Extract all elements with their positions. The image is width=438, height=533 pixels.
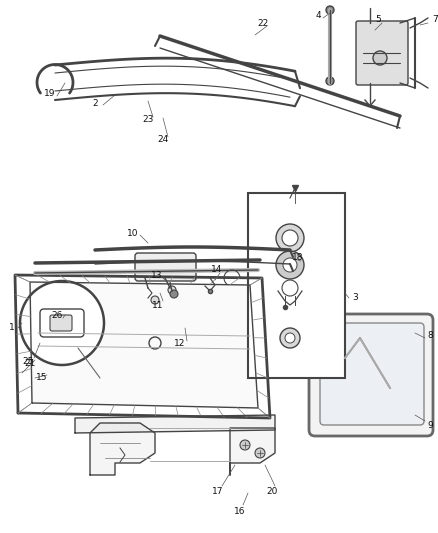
Text: 25: 25 bbox=[22, 357, 34, 366]
Text: 19: 19 bbox=[44, 88, 56, 98]
Circle shape bbox=[255, 448, 265, 458]
Text: 3: 3 bbox=[352, 294, 358, 303]
Circle shape bbox=[285, 333, 295, 343]
Text: 18: 18 bbox=[292, 254, 304, 262]
Circle shape bbox=[20, 281, 104, 365]
FancyBboxPatch shape bbox=[320, 323, 424, 425]
Circle shape bbox=[276, 224, 304, 252]
Bar bbox=[248, 193, 345, 378]
Circle shape bbox=[170, 290, 178, 298]
Text: 24: 24 bbox=[157, 135, 169, 144]
Text: 26: 26 bbox=[51, 311, 63, 319]
FancyBboxPatch shape bbox=[40, 309, 84, 337]
Text: 9: 9 bbox=[427, 421, 433, 430]
Text: 2: 2 bbox=[92, 99, 98, 108]
Circle shape bbox=[326, 6, 334, 14]
Polygon shape bbox=[90, 423, 155, 475]
Text: 13: 13 bbox=[151, 271, 163, 279]
Text: 8: 8 bbox=[427, 330, 433, 340]
Circle shape bbox=[168, 286, 176, 294]
Text: 14: 14 bbox=[211, 265, 223, 274]
FancyBboxPatch shape bbox=[135, 253, 196, 281]
Circle shape bbox=[240, 440, 250, 450]
Circle shape bbox=[283, 258, 297, 272]
Text: 11: 11 bbox=[152, 301, 164, 310]
Polygon shape bbox=[75, 415, 275, 433]
FancyBboxPatch shape bbox=[356, 21, 408, 85]
Circle shape bbox=[151, 296, 159, 304]
Text: 20: 20 bbox=[266, 487, 278, 496]
Text: 16: 16 bbox=[234, 506, 246, 515]
Text: 15: 15 bbox=[36, 374, 48, 383]
FancyBboxPatch shape bbox=[309, 314, 433, 436]
Circle shape bbox=[282, 230, 298, 246]
Text: 22: 22 bbox=[258, 19, 268, 28]
Text: 4: 4 bbox=[315, 11, 321, 20]
Text: 10: 10 bbox=[127, 229, 139, 238]
Circle shape bbox=[326, 77, 334, 85]
Text: 1: 1 bbox=[9, 324, 15, 333]
Text: 5: 5 bbox=[375, 15, 381, 25]
Polygon shape bbox=[30, 282, 258, 408]
Text: 17: 17 bbox=[212, 487, 224, 496]
FancyBboxPatch shape bbox=[50, 315, 72, 331]
Circle shape bbox=[280, 328, 300, 348]
Polygon shape bbox=[230, 428, 275, 475]
Circle shape bbox=[276, 251, 304, 279]
Text: 23: 23 bbox=[142, 116, 154, 125]
Text: 21: 21 bbox=[25, 359, 35, 367]
Circle shape bbox=[373, 51, 387, 65]
Text: 7: 7 bbox=[432, 15, 438, 25]
Text: 12: 12 bbox=[174, 338, 186, 348]
